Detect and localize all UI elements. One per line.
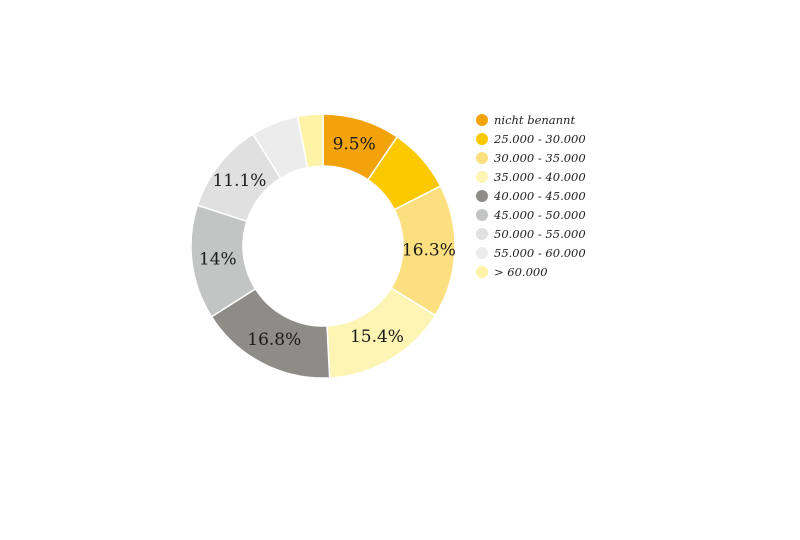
chart-legend: nicht benannt 25.000 - 30.000 30.000 - 35.…: [476, 110, 586, 281]
slice-label-50-000-55-000: 11.1%: [212, 171, 266, 191]
legend-label: 45.000 - 50.000: [494, 207, 586, 222]
slice-label-35-000-40-000: 15.4%: [350, 327, 404, 347]
legend-swatch: [476, 132, 488, 145]
legend-swatch: [476, 246, 488, 259]
legend-item-55-000-60-000[interactable]: 55.000 - 60.000: [476, 243, 586, 262]
legend-label: 35.000 - 40.000: [494, 169, 586, 184]
legend-item-40-000-45-000[interactable]: 40.000 - 45.000: [476, 186, 586, 205]
legend-item-nicht-benannt[interactable]: nicht benannt: [476, 110, 586, 129]
legend-item-60-000[interactable]: > 60.000: [476, 262, 586, 281]
legend-label: 40.000 - 45.000: [494, 188, 586, 203]
legend-swatch: [476, 151, 488, 164]
slice-label-45-000-50-000: 14%: [199, 249, 237, 269]
legend-swatch: [476, 189, 488, 202]
slice-label-40-000-45-000: 16.8%: [247, 330, 301, 350]
legend-label: 55.000 - 60.000: [494, 245, 586, 260]
legend-label: 25.000 - 30.000: [494, 131, 586, 146]
legend-item-25-000-30-000[interactable]: 25.000 - 30.000: [476, 129, 586, 148]
legend-label: 30.000 - 35.000: [494, 150, 586, 165]
legend-item-30-000-35-000[interactable]: 30.000 - 35.000: [476, 148, 586, 167]
legend-label: > 60.000: [494, 264, 548, 279]
legend-swatch: [476, 227, 488, 240]
legend-item-50-000-55-000[interactable]: 50.000 - 55.000: [476, 224, 586, 243]
slice-label-nicht-benannt: 9.5%: [333, 135, 376, 155]
slice-label-30-000-35-000: 16.3%: [402, 240, 456, 260]
legend-swatch: [476, 208, 488, 221]
legend-swatch: [476, 265, 488, 278]
legend-item-35-000-40-000[interactable]: 35.000 - 40.000: [476, 167, 586, 186]
legend-item-45-000-50-000[interactable]: 45.000 - 50.000: [476, 205, 586, 224]
slice-60-000: [296, 113, 324, 169]
legend-label: nicht benannt: [494, 112, 576, 127]
legend-swatch: [476, 170, 488, 183]
legend-swatch: [476, 113, 488, 126]
legend-label: 50.000 - 55.000: [494, 226, 586, 241]
